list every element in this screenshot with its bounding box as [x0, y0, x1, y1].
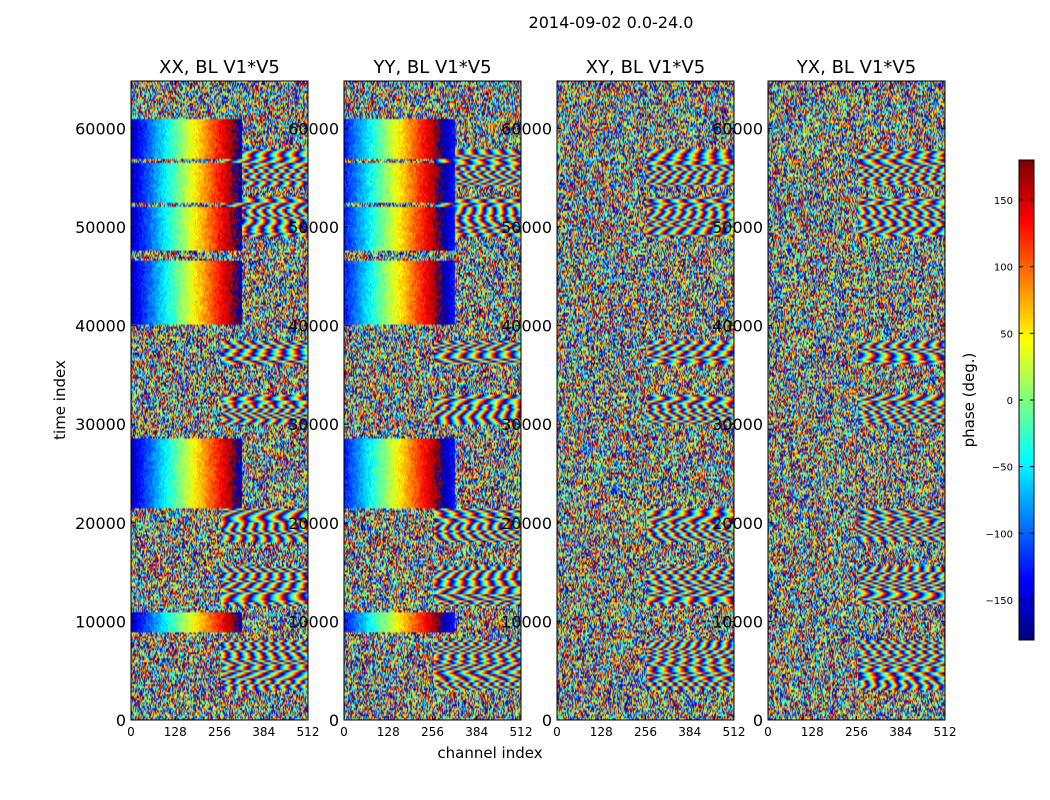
colorbar-label: phase (deg.) — [960, 353, 978, 448]
x-tick-label: 512 — [934, 725, 957, 739]
y-tick-label: 20000 — [288, 514, 339, 533]
y-tick-label: 0 — [116, 711, 126, 730]
x-tick-label: 0 — [764, 725, 772, 739]
y-tick-label: 60000 — [501, 119, 552, 138]
y-tick-label: 30000 — [75, 415, 126, 434]
colorbar-gradient — [1019, 160, 1034, 640]
colorbar-tick-label: 150 — [994, 196, 1013, 207]
y-tick-label: 10000 — [288, 612, 339, 631]
x-tick-label: 256 — [845, 725, 868, 739]
x-tick-label: 0 — [340, 725, 348, 739]
colorbar-tick-label: 0 — [1007, 396, 1013, 407]
x-tick-label: 128 — [377, 725, 400, 739]
heatmap-image — [131, 81, 308, 720]
heatmap-image — [768, 81, 945, 720]
heatmap-panels: XX, BL V1*V5 0 128 256 384 512 0 10000 20000 3000… — [75, 57, 956, 739]
colorbar-tick-label: −100 — [986, 529, 1013, 540]
colorbar-tick-label: −150 — [986, 596, 1013, 607]
x-tick-label: 128 — [590, 725, 613, 739]
x-tick-label: 512 — [510, 725, 533, 739]
heatmap-panel-3: XY, BL V1*V5 0 128 256 384 512 0 10000 20000 3000… — [501, 57, 745, 739]
y-tick-label: 60000 — [288, 119, 339, 138]
y-tick-label: 10000 — [712, 612, 763, 631]
x-tick-label: 0 — [127, 725, 135, 739]
y-tick-label: 40000 — [75, 317, 126, 336]
panel-title: XX, BL V1*V5 — [159, 57, 280, 78]
figure-suptitle: 2014-09-02 0.0-24.0 — [529, 13, 694, 32]
y-tick-label: 50000 — [288, 218, 339, 237]
y-tick-label: 10000 — [501, 612, 552, 631]
y-tick-label: 50000 — [712, 218, 763, 237]
y-tick-label: 40000 — [712, 317, 763, 336]
panel-title: YX, BL V1*V5 — [796, 57, 916, 78]
y-tick-label: 50000 — [501, 218, 552, 237]
y-tick-label: 20000 — [75, 514, 126, 533]
y-tick-label: 60000 — [75, 119, 126, 138]
x-tick-label: 384 — [465, 725, 488, 739]
y-tick-label: 30000 — [288, 415, 339, 434]
colorbar-tick-label: −50 — [992, 463, 1013, 474]
y-axis-label: time index — [51, 360, 69, 440]
x-tick-label: 256 — [634, 725, 657, 739]
x-axis-label: channel index — [437, 744, 542, 762]
x-tick-label: 256 — [208, 725, 231, 739]
panel-title: YY, BL V1*V5 — [372, 57, 491, 78]
colorbar: −150 −100 −50 0 50 100 150 phase (deg.) — [960, 159, 1035, 641]
x-tick-label: 128 — [164, 725, 187, 739]
heatmap-image — [557, 81, 734, 720]
y-tick-label: 30000 — [712, 415, 763, 434]
heatmap-panel-2: YY, BL V1*V5 0 128 256 384 512 0 10000 20000 3000… — [288, 57, 532, 739]
x-tick-label: 384 — [889, 725, 912, 739]
x-tick-label: 512 — [723, 725, 746, 739]
x-tick-label: 256 — [421, 725, 444, 739]
y-tick-label: 30000 — [501, 415, 552, 434]
y-tick-label: 60000 — [712, 119, 763, 138]
y-tick-label: 20000 — [712, 514, 763, 533]
x-tick-label: 0 — [553, 725, 561, 739]
y-tick-label: 50000 — [75, 218, 126, 237]
y-tick-label: 0 — [329, 711, 339, 730]
y-tick-label: 0 — [542, 711, 552, 730]
colorbar-tick-label: 100 — [994, 263, 1013, 274]
x-tick-label: 384 — [252, 725, 275, 739]
heatmap-panel-1: XX, BL V1*V5 0 128 256 384 512 0 10000 20000 3000… — [75, 57, 319, 739]
heatmap-image — [344, 81, 521, 720]
colorbar-tick-label: 50 — [1000, 329, 1013, 340]
panel-title: XY, BL V1*V5 — [586, 57, 705, 78]
x-tick-label: 128 — [801, 725, 824, 739]
x-tick-label: 384 — [678, 725, 701, 739]
y-tick-label: 40000 — [288, 317, 339, 336]
y-tick-label: 0 — [753, 711, 763, 730]
y-tick-label: 10000 — [75, 612, 126, 631]
x-tick-label: 512 — [297, 725, 320, 739]
heatmap-panel-4: YX, BL V1*V5 0 128 256 384 512 0 10000 20000 3000… — [712, 57, 956, 739]
y-tick-label: 20000 — [501, 514, 552, 533]
y-tick-label: 40000 — [501, 317, 552, 336]
